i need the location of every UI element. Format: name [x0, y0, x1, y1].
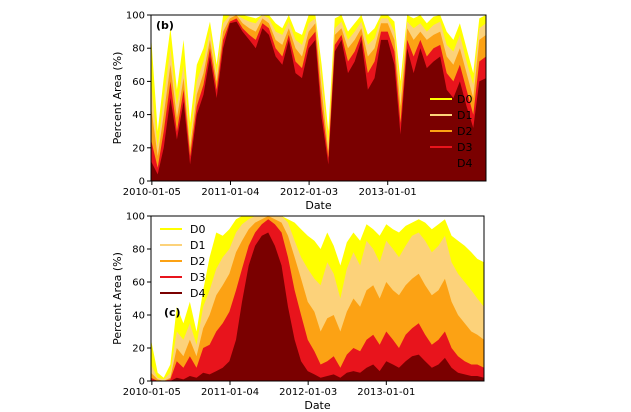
x-tick-label: 2010-01-05 — [123, 387, 181, 398]
y-tick-label: 80 — [132, 245, 145, 256]
chart-panel-c: 0 20 40 60 80 100 2010-01-05 2011-01-04 2012-01-… — [111, 212, 485, 412]
y-tick-label: 20 — [132, 143, 145, 154]
area-series-d3 — [151, 219, 484, 381]
y-tick-label: 40 — [132, 110, 145, 121]
x-tick-label: 2010-01-05 — [123, 187, 181, 198]
legend-label-d1: D1 — [457, 109, 472, 122]
legend-label-d2: D2 — [457, 125, 472, 138]
legend-label-d0: D0 — [190, 223, 205, 236]
x-tick-label: 2012-01-03 — [279, 387, 337, 398]
plot-frame — [150, 14, 487, 182]
legend: D0 D1 D2 D3 D4 — [430, 93, 472, 170]
legend-label-d0: D0 — [457, 93, 472, 106]
plot-frame — [150, 215, 485, 382]
y-tick-label: 40 — [132, 311, 145, 322]
y-tick-label: 0 — [139, 377, 145, 388]
legend: D0 D1 D2 D3 D4 — [160, 223, 205, 300]
x-tick-label: 2011-01-04 — [201, 387, 259, 398]
legend-label-d3: D3 — [190, 271, 205, 284]
y-tick-label: 20 — [132, 344, 145, 355]
x-axis-label: Date — [304, 399, 331, 412]
chart-panel-b: 0 20 40 60 80 100 2010-01-05 2011-01-04 2012-01-… — [111, 11, 487, 212]
y-tick-label: 0 — [139, 177, 145, 188]
panel-label: (b) — [156, 19, 174, 32]
y-tick-label: 60 — [132, 278, 145, 289]
x-tick-label: 2011-01-04 — [201, 187, 259, 198]
y-axis-label: Percent Area (%) — [111, 52, 124, 145]
legend-label-d4: D4 — [190, 287, 205, 300]
x-tick-label: 2013-01-01 — [359, 187, 417, 198]
legend-label-d1: D1 — [190, 239, 205, 252]
area-series-group — [151, 15, 486, 181]
x-axis-label: Date — [305, 199, 332, 212]
x-tick-label: 2013-01-01 — [357, 387, 415, 398]
y-axis-label: Percent Area (%) — [111, 252, 124, 345]
y-tick-label: 100 — [126, 11, 145, 22]
y-tick-label: 80 — [132, 44, 145, 55]
x-tick-label: 2012-01-03 — [280, 187, 338, 198]
y-tick-label: 60 — [132, 77, 145, 88]
legend-label-d4: D4 — [457, 157, 472, 170]
legend-label-d2: D2 — [190, 255, 205, 268]
area-series-d4 — [151, 21, 486, 181]
area-series-group — [151, 216, 484, 381]
y-tick-label: 100 — [126, 212, 145, 223]
legend-label-d3: D3 — [457, 141, 472, 154]
panel-label: (c) — [164, 306, 181, 319]
